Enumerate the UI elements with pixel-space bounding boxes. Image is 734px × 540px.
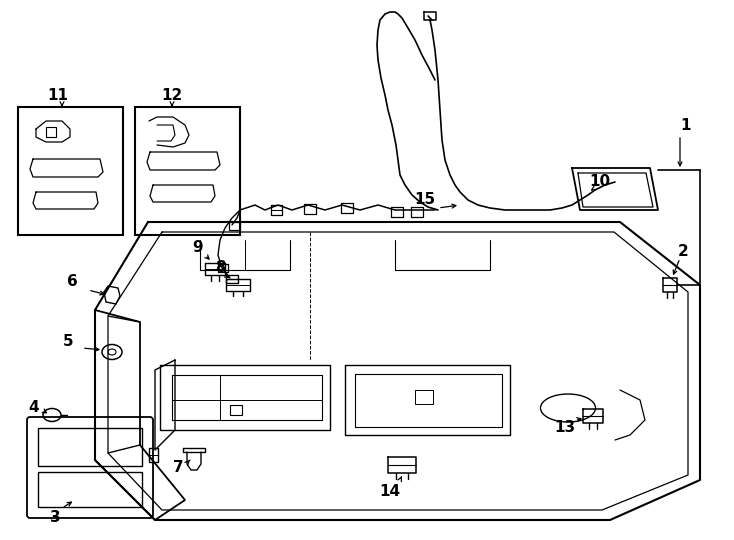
Text: 7: 7	[172, 461, 184, 476]
Text: 15: 15	[415, 192, 435, 207]
Text: 4: 4	[29, 401, 40, 415]
Text: 14: 14	[379, 484, 401, 500]
Text: 5: 5	[62, 334, 73, 349]
Text: 6: 6	[67, 274, 77, 289]
Text: 10: 10	[589, 174, 611, 190]
Bar	[230, 405, 242, 415]
Bar	[415, 390, 433, 404]
Text: 2: 2	[677, 245, 688, 260]
Bar	[18, 107, 123, 235]
Text: 11: 11	[48, 87, 68, 103]
Text: 12: 12	[161, 87, 183, 103]
Text: 13: 13	[554, 421, 575, 435]
Bar	[135, 107, 240, 235]
Text: 8: 8	[214, 260, 225, 275]
Bar	[38, 472, 142, 507]
Bar	[149, 448, 158, 462]
Text: 1: 1	[680, 118, 691, 132]
Bar	[38, 428, 142, 466]
Text: 3: 3	[50, 510, 60, 525]
Text: 9: 9	[193, 240, 203, 255]
